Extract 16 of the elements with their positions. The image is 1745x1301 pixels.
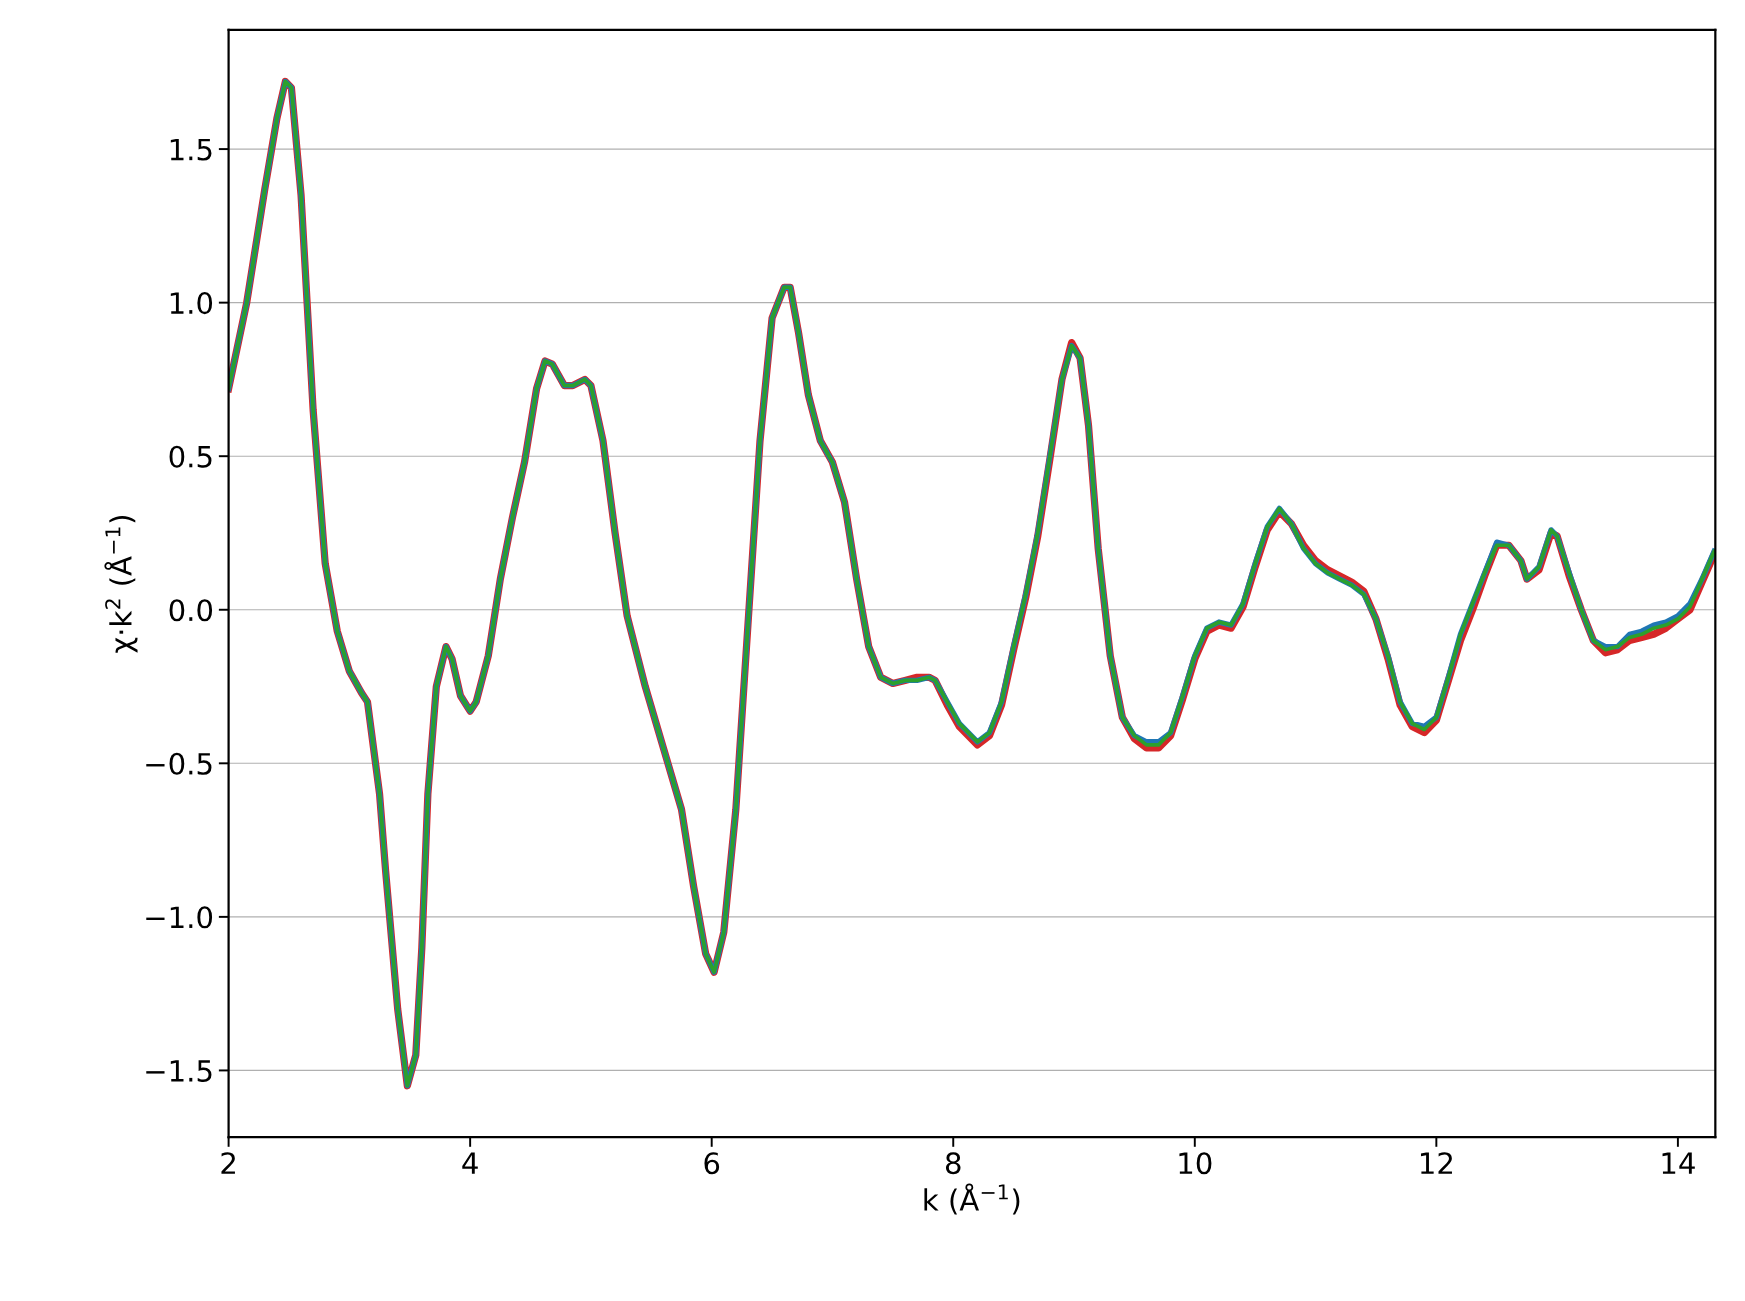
x-tick-label: 6	[704, 1152, 720, 1175]
y-tick-label: 0.5	[169, 445, 212, 468]
x-tick-label: 8	[945, 1152, 961, 1175]
x-tick-label: 2	[221, 1152, 235, 1174]
y-tick-label: 0.0	[169, 599, 213, 622]
y-tick-label: −1.0	[146, 906, 213, 929]
x-tick-label: 14	[1662, 1152, 1695, 1174]
x-tick-label: 4	[462, 1152, 478, 1174]
y-tick-label: 1.5	[170, 138, 212, 161]
y-tick-label: 1.0	[170, 292, 213, 315]
x-axis-title: k (Å$^{−1}$)	[924, 1183, 1020, 1215]
y-axis-title: χ·k$^{2}$ (Å$^{−1}$)	[104, 515, 138, 653]
x-tick-label: 10	[1179, 1152, 1212, 1175]
y-tick-label: −1.5	[146, 1060, 212, 1082]
x-tick-label: 12	[1420, 1152, 1452, 1174]
y-tick-label: −0.5	[146, 752, 212, 775]
